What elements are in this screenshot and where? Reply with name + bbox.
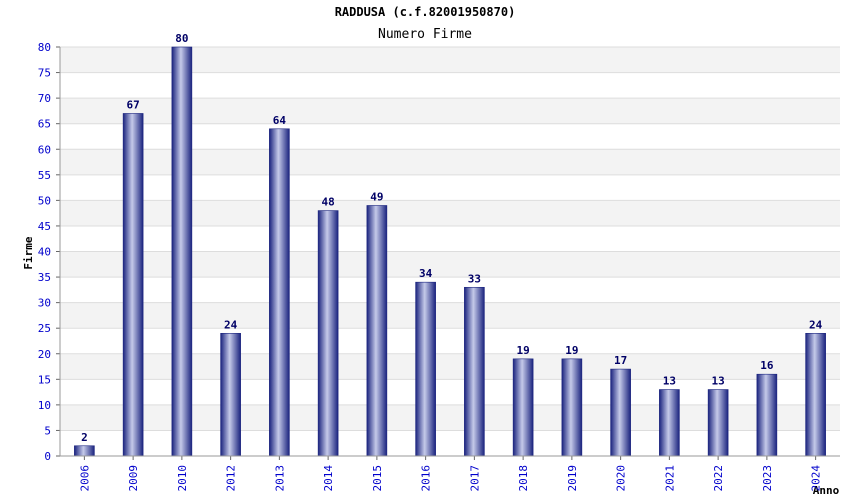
x-tick-label: 2012 <box>225 465 238 492</box>
y-tick-label: 65 <box>38 118 51 131</box>
x-tick-label: 2013 <box>273 465 286 492</box>
x-tick-label: 2017 <box>468 465 481 492</box>
y-tick-label: 50 <box>38 194 51 207</box>
bar-2024 <box>805 332 826 457</box>
bar-2019 <box>561 358 583 457</box>
bar-value-label: 48 <box>322 196 335 209</box>
x-tick-label: 2010 <box>176 465 189 492</box>
y-tick-label: 60 <box>38 143 51 156</box>
y-tick-label: 30 <box>38 297 51 310</box>
axes <box>59 47 840 457</box>
bar-value-label: 33 <box>468 272 481 285</box>
y-tick-label: 70 <box>38 92 51 105</box>
y-tick-label: 5 <box>44 424 51 437</box>
bar-2021 <box>659 389 680 457</box>
bar-2022 <box>707 389 729 457</box>
y-axis-ticks: 0 5 10 15 20 25 30 35 40 45 50 55 60 65 70 75 80 <box>38 41 60 463</box>
y-tick-label: 0 <box>44 450 51 463</box>
bar-2017 <box>464 286 485 457</box>
x-tick-label: 2016 <box>420 465 433 492</box>
x-tick-label: 2015 <box>371 465 384 492</box>
x-tick-label: 2006 <box>78 465 91 492</box>
x-tick-label: 2020 <box>615 465 628 492</box>
bar-value-label: 19 <box>565 344 578 357</box>
bar-value-label: 17 <box>614 354 627 367</box>
y-axis-label: Firme <box>22 236 35 269</box>
x-tick-label: 2021 <box>663 465 676 492</box>
bar-2010 <box>171 46 193 457</box>
y-tick-label: 45 <box>38 220 51 233</box>
bar-value-label: 13 <box>663 375 676 388</box>
bar-2009 <box>122 113 144 457</box>
x-axis-ticks: 2006 2009 2010 2012 2013 2014 2015 2016 2017 2018… <box>78 456 823 492</box>
bar-value-label: 16 <box>760 359 774 372</box>
chart-subtitle: Numero Firme <box>378 27 472 42</box>
x-tick-label: 2018 <box>517 465 530 492</box>
y-tick-label: 55 <box>38 169 51 182</box>
x-tick-label: 2009 <box>127 465 140 492</box>
x-tick-label: 2023 <box>761 465 774 492</box>
y-tick-label: 25 <box>38 322 51 335</box>
y-tick-label: 75 <box>38 67 51 80</box>
bar-2015 <box>366 205 388 457</box>
bar-value-label: 34 <box>419 267 433 280</box>
bar-value-label: 13 <box>712 375 725 388</box>
bar-2012 <box>220 332 241 457</box>
y-tick-label: 20 <box>38 348 51 361</box>
bar-2013 <box>269 128 290 457</box>
bar-value-label: 49 <box>370 190 383 203</box>
bar-2020 <box>610 368 631 457</box>
bars: 2 67 80 24 64 48 49 34 33 19 19 17 13 13 16 24 <box>74 32 826 457</box>
bar-2023 <box>756 373 778 457</box>
x-axis-label: Anno <box>813 484 840 497</box>
x-tick-label: 2022 <box>712 465 725 492</box>
y-tick-label: 10 <box>38 399 51 412</box>
bar-value-label: 24 <box>809 318 823 331</box>
bar-value-label: 64 <box>273 114 287 127</box>
bar-2016 <box>415 281 436 457</box>
bar-2006 <box>74 445 95 457</box>
x-tick-label: 2014 <box>322 465 335 492</box>
bar-value-label: 19 <box>517 344 530 357</box>
y-tick-label: 40 <box>38 246 51 259</box>
y-tick-label: 15 <box>38 373 51 386</box>
bar-value-label: 2 <box>81 431 88 444</box>
bar-value-label: 67 <box>127 98 140 111</box>
bar-value-label: 80 <box>175 32 188 45</box>
y-tick-label: 80 <box>38 41 51 54</box>
chart-title: RADDUSA (c.f.82001950870) <box>335 5 516 19</box>
x-tick-label: 2024 <box>810 465 823 492</box>
x-tick-label: 2019 <box>566 465 579 492</box>
bar-2014 <box>317 210 339 457</box>
bar-value-label: 24 <box>224 318 238 331</box>
bar-2018 <box>512 358 534 457</box>
y-tick-label: 35 <box>38 271 51 284</box>
